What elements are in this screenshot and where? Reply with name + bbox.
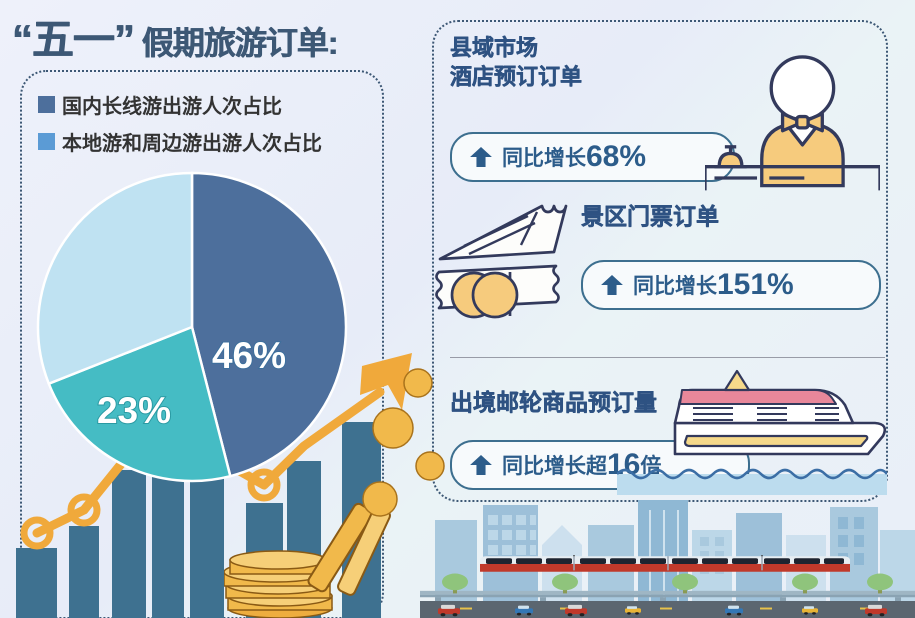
svg-text:23%: 23%: [97, 390, 171, 431]
svg-text:46%: 46%: [212, 335, 286, 376]
